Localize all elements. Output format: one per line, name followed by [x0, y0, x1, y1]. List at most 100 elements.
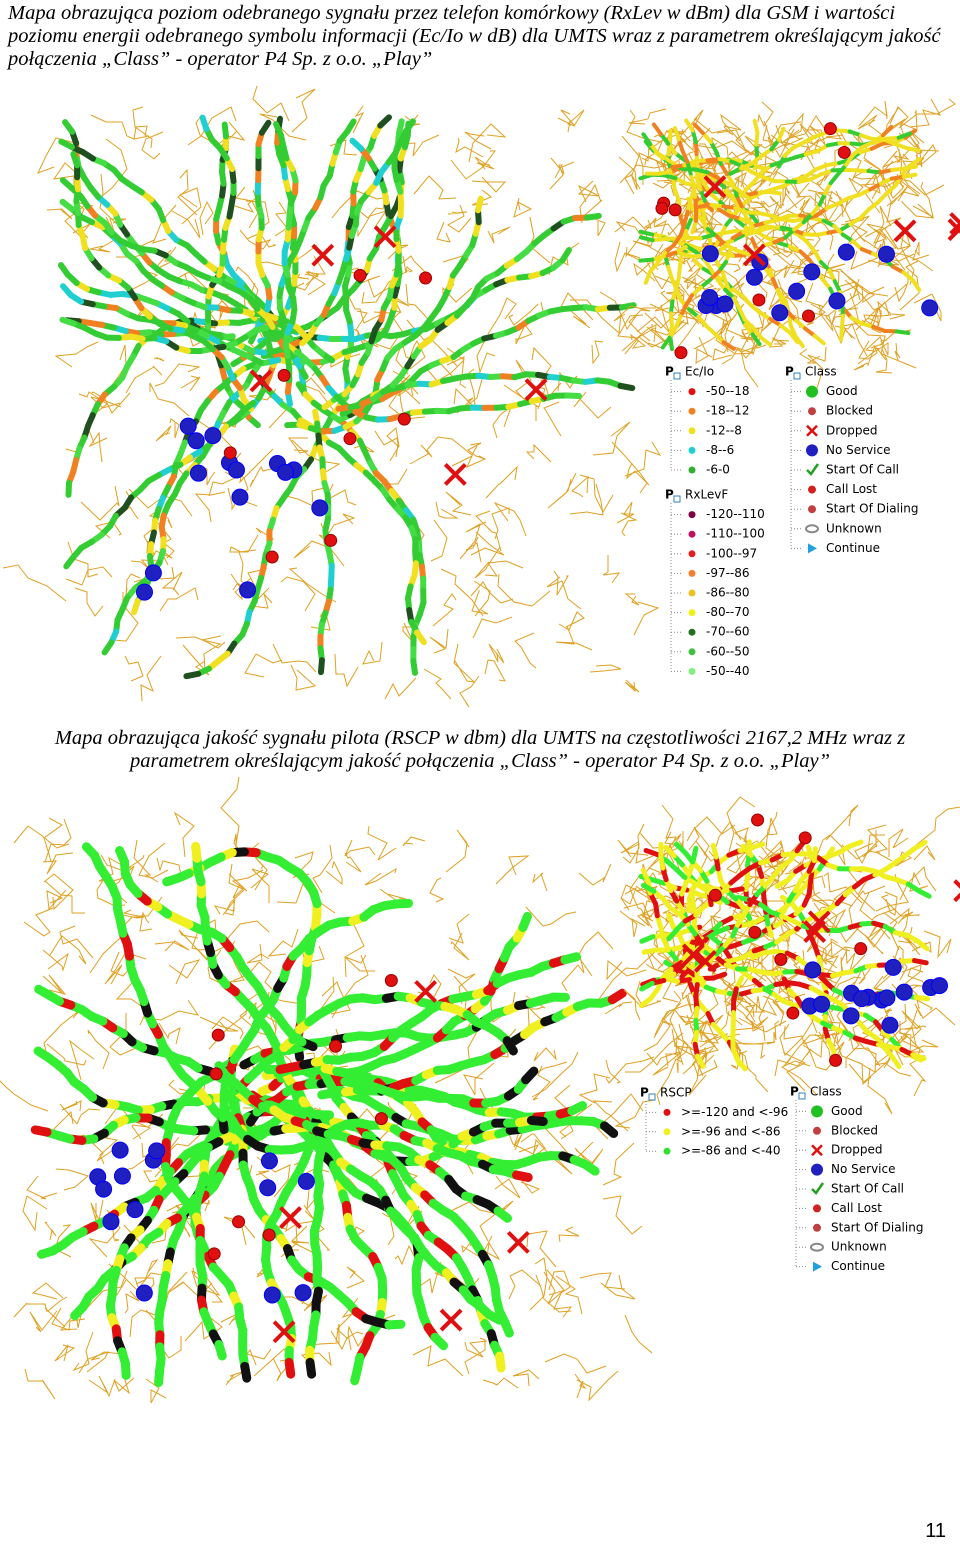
- no-service-marker: [853, 990, 871, 1008]
- road: [169, 418, 180, 439]
- road: [384, 677, 417, 700]
- road: [463, 1062, 495, 1096]
- road: [386, 427, 400, 462]
- road: [777, 875, 826, 891]
- road: [125, 573, 141, 596]
- road: [133, 125, 150, 140]
- road: [859, 158, 903, 188]
- road: [274, 201, 288, 237]
- road: [614, 1099, 655, 1129]
- route-segment: [894, 329, 911, 336]
- icon: [810, 1242, 824, 1252]
- road: [743, 863, 762, 895]
- road: [155, 425, 172, 442]
- road: [356, 199, 386, 219]
- dropped-point: [324, 533, 338, 547]
- road: [468, 123, 507, 163]
- dropped-point: [748, 925, 762, 939]
- route-segment: [734, 1057, 748, 1072]
- road: [113, 1376, 135, 1395]
- route-segment: [912, 839, 928, 851]
- route-segment: [115, 846, 129, 867]
- legend-label: -97--86: [706, 566, 750, 580]
- route-segment: [749, 841, 766, 851]
- road: [90, 396, 122, 409]
- road: [681, 991, 693, 1014]
- route-segment: [638, 229, 655, 237]
- route-segment: [63, 553, 77, 570]
- road: [600, 1274, 636, 1300]
- route-segment: [120, 1358, 131, 1380]
- no-service-marker: [227, 461, 245, 479]
- route-segment: [413, 629, 427, 646]
- route-segment: [710, 842, 719, 860]
- road: [228, 863, 244, 899]
- route-segment: [907, 157, 922, 168]
- road: [853, 345, 876, 371]
- road: [819, 941, 848, 967]
- road: [24, 1368, 56, 1400]
- road: [811, 295, 834, 332]
- road: [325, 860, 343, 886]
- road: [43, 873, 74, 911]
- dropped-point: [207, 1247, 221, 1261]
- road: [683, 265, 703, 285]
- road: [453, 378, 476, 410]
- icon: [806, 463, 820, 476]
- road: [577, 931, 614, 977]
- road: [178, 929, 208, 961]
- dropped-cross: [703, 175, 727, 199]
- road: [533, 1047, 557, 1062]
- map: [613, 98, 960, 389]
- road: [476, 337, 496, 374]
- no-service-marker: [135, 1284, 153, 1302]
- road: [532, 1065, 551, 1101]
- dropped-point: [262, 1228, 276, 1242]
- icon: [808, 543, 817, 554]
- road: [154, 363, 201, 387]
- road: [624, 441, 662, 477]
- road: [44, 818, 72, 863]
- road: [688, 1047, 714, 1096]
- road: [145, 1378, 167, 1404]
- road: [394, 1244, 418, 1266]
- road: [579, 474, 614, 514]
- dropped-point: [232, 1215, 246, 1229]
- route-segment: [694, 1053, 706, 1069]
- road: [824, 955, 840, 975]
- route-segment: [880, 124, 894, 138]
- route-segment: [221, 121, 230, 140]
- route-segment: [500, 1317, 514, 1338]
- road: [491, 507, 510, 540]
- legend-marker: [688, 609, 696, 617]
- road: [513, 197, 533, 218]
- road: [532, 872, 548, 892]
- road: [440, 568, 484, 617]
- road: [474, 546, 501, 579]
- road: [43, 1008, 82, 1061]
- road: [882, 143, 903, 168]
- road: [557, 109, 585, 127]
- route-segment: [511, 1170, 533, 1182]
- road: [848, 1030, 877, 1073]
- road: [844, 279, 880, 329]
- road: [893, 1021, 908, 1066]
- road: [780, 127, 804, 148]
- road: [604, 1001, 633, 1015]
- route-segment: [651, 122, 663, 137]
- road: [802, 1040, 837, 1058]
- legend-label: -8--6: [706, 443, 734, 457]
- no-service-marker: [144, 564, 162, 582]
- road: [455, 137, 484, 158]
- legend-label: -18--12: [706, 404, 750, 418]
- road: [548, 1270, 571, 1294]
- road: [726, 796, 756, 853]
- road: [2, 564, 67, 602]
- road: [916, 999, 933, 1011]
- road: [877, 300, 906, 320]
- no-service-marker: [239, 581, 257, 599]
- road: [447, 204, 472, 233]
- road: [741, 171, 771, 213]
- no-service-marker: [804, 961, 822, 979]
